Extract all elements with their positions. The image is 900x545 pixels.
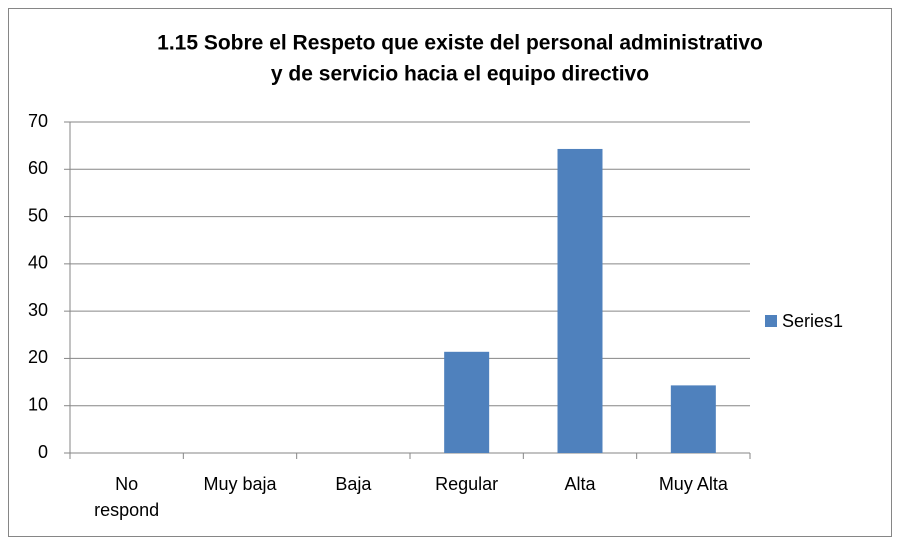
- y-tick-label: 60: [28, 158, 48, 178]
- chart-title: y de servicio hacia el equipo directivo: [271, 63, 649, 86]
- x-tick-label: Alta: [564, 474, 596, 494]
- y-tick-label: 50: [28, 205, 48, 225]
- chart-title: 1.15 Sobre el Respeto que existe del per…: [157, 32, 763, 55]
- x-tick-label: Regular: [435, 474, 499, 494]
- y-tick-label: 40: [28, 253, 48, 273]
- legend-swatch: [765, 315, 777, 327]
- y-tick-label: 0: [38, 442, 48, 462]
- y-tick-label: 70: [28, 111, 48, 131]
- y-tick-label: 30: [28, 300, 48, 320]
- x-tick-label: Muy baja: [203, 474, 277, 494]
- legend-label: Series1: [782, 311, 843, 331]
- x-tick-label: Muy Alta: [658, 474, 728, 494]
- bar: [444, 351, 490, 453]
- y-tick-label: 20: [28, 347, 48, 367]
- y-tick-label: 10: [28, 394, 48, 414]
- bar: [557, 148, 603, 453]
- x-tick-label: Baja: [335, 474, 372, 494]
- x-tick-label: No respond: [94, 474, 160, 520]
- chart-border: [8, 8, 892, 537]
- bar: [670, 385, 716, 453]
